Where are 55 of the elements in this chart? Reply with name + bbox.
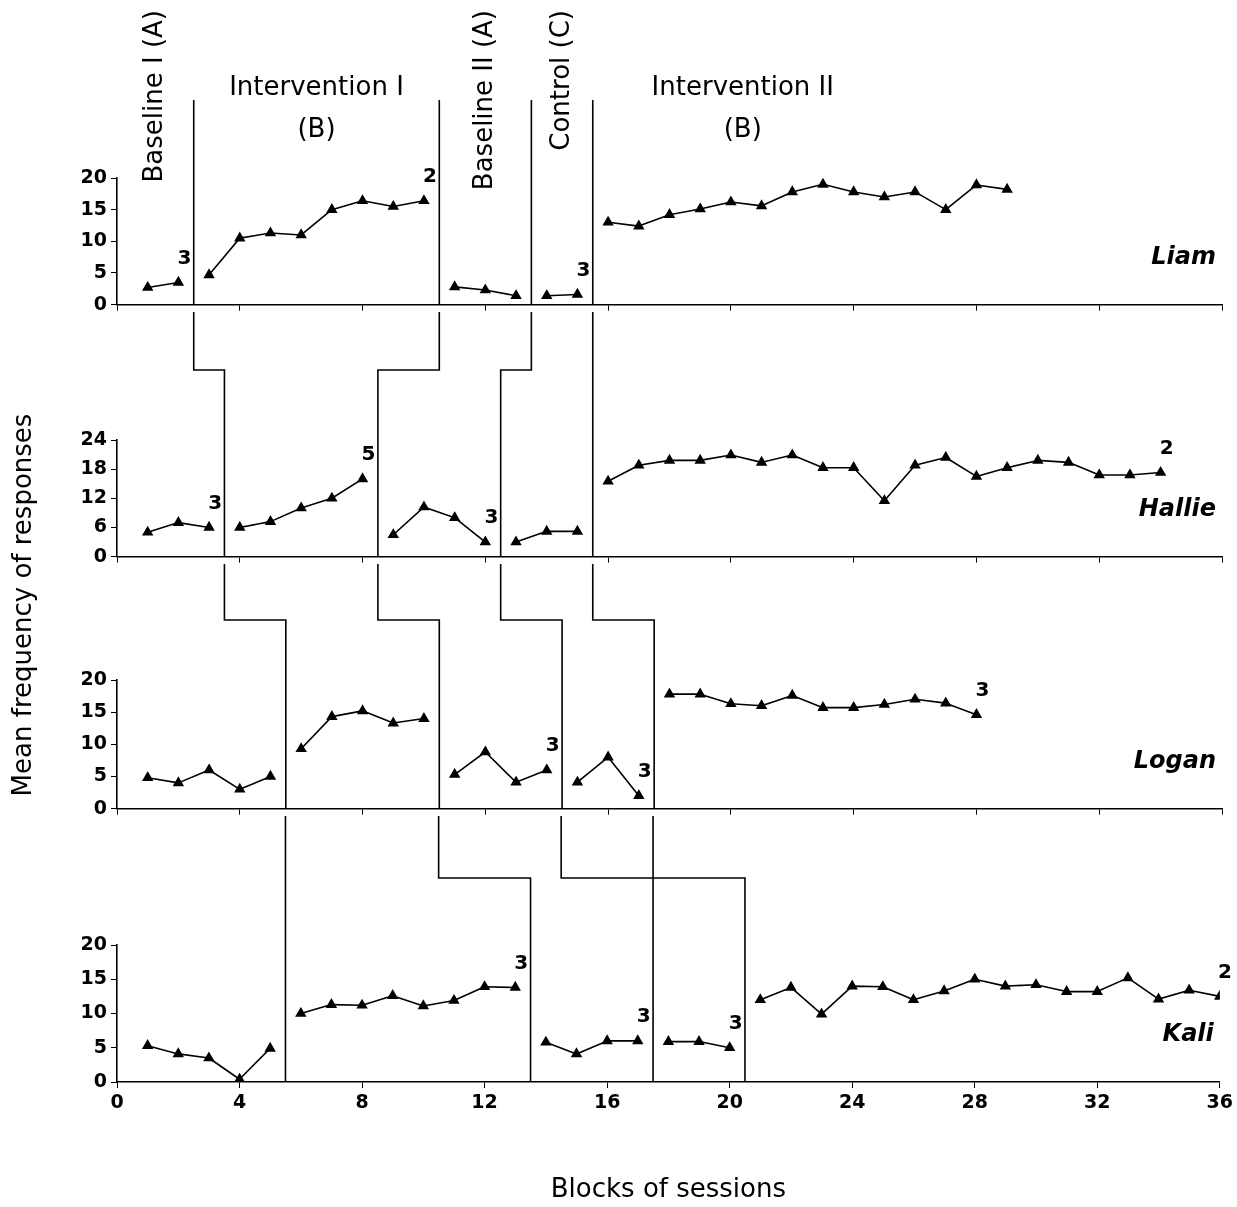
x-tick-label: 36 — [1206, 1090, 1234, 1113]
y-tick-label: 10 — [80, 1000, 107, 1023]
y-tick-label: 5 — [93, 1034, 107, 1057]
annotation: 2 — [1159, 434, 1174, 459]
y-tick-label: 20 — [80, 164, 107, 187]
annotation: Baseline I (A) — [138, 10, 169, 183]
y-tick-label: 0 — [93, 795, 107, 818]
y-tick-label: 10 — [80, 731, 107, 754]
annotation: 3 — [728, 1009, 743, 1034]
y-tick-label: 15 — [80, 699, 107, 722]
x-tick-label: 20 — [716, 1090, 743, 1113]
text: Liam — [1151, 241, 1216, 270]
x-axis-title: Blocks of sessions — [550, 1172, 787, 1203]
text: Control (C) — [544, 10, 575, 151]
text: Hallie — [1138, 493, 1216, 522]
x-tick-label: 32 — [1084, 1090, 1111, 1113]
y-tick-label: 15 — [80, 196, 107, 219]
text: Intervention II (B) — [651, 70, 834, 143]
text: Intervention I (B) — [229, 70, 404, 143]
x-tick-label: 16 — [593, 1090, 621, 1113]
annotation: 2 — [1218, 958, 1232, 983]
y-tick-label: 20 — [80, 931, 107, 954]
x-tick-label: 8 — [355, 1090, 369, 1113]
x-tick-label: 28 — [961, 1090, 988, 1113]
annotation: 3 — [545, 732, 560, 757]
annotation: 2 — [422, 162, 437, 187]
x-tick-label: 0 — [110, 1090, 124, 1113]
y-tick-label: 6 — [93, 514, 107, 537]
x-tick-label: 24 — [838, 1090, 866, 1113]
annotation: 3 — [514, 949, 529, 974]
y-tick-label: 5 — [93, 259, 107, 282]
y-tick-label: 5 — [93, 763, 107, 786]
y-tick-label: 0 — [93, 543, 107, 566]
annotation: 3 — [484, 504, 499, 529]
annotation: 3 — [177, 244, 192, 269]
annotation: 3 — [637, 757, 652, 782]
text: Kali — [1162, 1019, 1215, 1048]
annotation: 5 — [361, 441, 376, 466]
y-tick-label: 24 — [80, 426, 107, 449]
annotation: 3 — [636, 1003, 651, 1028]
y-axis-title: Mean frequency of responses — [7, 413, 37, 797]
annotation: 3 — [208, 489, 223, 514]
y-tick-label: 10 — [80, 228, 107, 251]
annotation: Baseline II (A) — [468, 10, 499, 191]
y-tick-label: 12 — [80, 485, 107, 508]
annotation: 3 — [975, 676, 990, 701]
y-tick-label: 15 — [80, 966, 107, 989]
y-tick-label: 18 — [80, 456, 107, 479]
y-tick-label: 0 — [93, 291, 107, 314]
annotation: 3 — [576, 256, 591, 281]
x-tick-label: 12 — [471, 1090, 498, 1113]
x-tick-label: 4 — [232, 1090, 247, 1113]
text: Logan — [1133, 745, 1216, 774]
y-tick-label: 20 — [80, 666, 107, 689]
y-tick-label: 0 — [93, 1068, 107, 1091]
